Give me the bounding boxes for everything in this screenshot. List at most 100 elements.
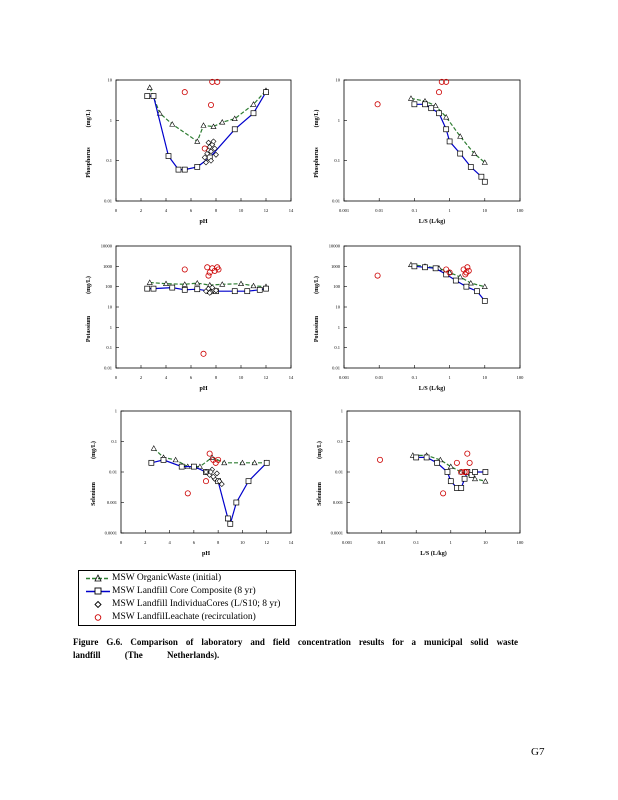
caption-word: results: [358, 637, 385, 647]
data-point-square: [165, 153, 172, 159]
x-axis-label: pH: [199, 219, 207, 225]
data-point-circle: [181, 89, 188, 96]
data-point-circle: [206, 450, 213, 457]
x-tick-label: 2: [144, 540, 146, 545]
data-point-triangle: [146, 84, 153, 90]
data-point-square: [245, 478, 252, 485]
data-point-square: [481, 298, 488, 304]
data-point-circle: [462, 271, 469, 278]
y-tick-label: 10: [336, 305, 341, 310]
data-point-square: [478, 173, 485, 180]
y-tick-label: 0.01: [104, 366, 112, 371]
series-line: [149, 87, 267, 143]
x-tick-label: 0.1: [412, 208, 418, 213]
x-tick-label: 0.01: [375, 375, 383, 380]
x-tick-label: 0: [115, 375, 118, 380]
data-point-square: [432, 265, 439, 272]
data-point-square: [452, 277, 459, 284]
y-tick-label: 0.0001: [105, 531, 117, 536]
x-tick-label: 10: [239, 208, 244, 213]
y-tick-label: 1: [341, 409, 343, 414]
x-tick-label: 12: [264, 540, 269, 545]
y-axis-unit: (mg/L): [85, 276, 92, 294]
data-point-square: [472, 469, 478, 475]
x-tick-label: 12: [264, 375, 269, 380]
caption-word: landfill: [73, 650, 101, 660]
y-tick-label: 0.1: [334, 345, 340, 350]
data-point-square: [468, 472, 475, 478]
x-tick-label: 10: [239, 375, 244, 380]
data-point-circle: [184, 490, 191, 497]
data-point-square: [169, 284, 176, 291]
data-point-square: [411, 101, 418, 108]
y-tick-label: 1: [110, 325, 112, 330]
data-point-circle: [436, 89, 443, 96]
caption-word: solid: [470, 637, 489, 647]
data-point-diamond: [218, 481, 225, 488]
x-tick-label: 14: [289, 208, 294, 213]
data-point-square: [175, 166, 182, 173]
data-point-square: [233, 499, 240, 506]
data-point-diamond: [201, 154, 208, 161]
y-axis-label: Selenium: [317, 482, 323, 506]
x-axis-label: pH: [202, 551, 210, 557]
x-axis-label: L/S (L/kg): [420, 550, 447, 557]
data-point-square: [225, 515, 231, 522]
data-point-diamond: [205, 139, 212, 146]
x-tick-label: 8: [215, 208, 218, 213]
x-tick-label: 2: [140, 375, 142, 380]
y-tick-label: 0.1: [334, 158, 340, 163]
data-point-square: [150, 285, 157, 292]
data-point-circle: [464, 450, 471, 457]
data-point-triangle: [196, 463, 203, 469]
data-point-triangle: [457, 273, 464, 280]
legend-item-organic: MSW OrganicWaste (initial): [79, 572, 295, 585]
data-point-triangle: [407, 95, 414, 101]
y-tick-label: 1000: [103, 264, 113, 269]
legend-label-leachate: MSW LandfilLeachate (recirculation): [112, 612, 256, 622]
y-tick-label: 0.1: [106, 158, 112, 163]
data-point-circle: [202, 478, 209, 485]
data-point-circle: [205, 272, 212, 279]
data-point-triangle: [146, 279, 153, 285]
x-tick-label: 1: [450, 540, 452, 545]
data-point-circle: [207, 101, 214, 108]
x-tick-label: 4: [165, 375, 168, 380]
data-point-square: [194, 164, 201, 170]
data-point-square: [474, 288, 480, 295]
data-point-square: [144, 285, 151, 292]
y-tick-label: 0.001: [107, 500, 117, 505]
y-tick-label: 0.01: [335, 470, 343, 475]
plot-frame: [115, 245, 292, 369]
data-point-square: [481, 178, 488, 185]
data-point-circle: [204, 264, 211, 271]
legend-marker-core-composite: [86, 587, 110, 595]
data-point-square: [227, 520, 234, 527]
x-tick-label: 12: [264, 208, 269, 213]
y-tick-label: 0.0001: [331, 531, 343, 536]
data-point-diamond: [203, 469, 209, 475]
data-point-circle: [464, 264, 471, 271]
data-point-diamond: [211, 145, 218, 152]
legend-item-leachate: MSW LandfilLeachate (recirculation): [79, 611, 295, 624]
data-point-square: [144, 93, 151, 99]
x-tick-label: 10: [240, 540, 245, 545]
data-point-triangle: [482, 478, 489, 484]
data-point-square: [428, 105, 435, 112]
x-tick-label: 14: [289, 375, 294, 380]
figure-caption-line2: landfill (The Netherlands).: [73, 649, 241, 662]
data-point-square: [231, 126, 238, 133]
data-point-square: [263, 459, 270, 466]
plot-frame: [343, 245, 521, 369]
legend-marker-leachate: [94, 614, 102, 621]
data-point-square: [482, 469, 489, 475]
caption-word: Comparison: [130, 637, 178, 647]
data-point-triangle: [237, 280, 245, 286]
data-point-square: [447, 478, 454, 485]
x-tick-label: 10: [483, 375, 488, 380]
caption-word: Figure: [73, 637, 99, 647]
y-tick-label: 1: [338, 118, 340, 123]
data-point-circle: [374, 101, 381, 108]
data-point-square: [194, 286, 201, 293]
